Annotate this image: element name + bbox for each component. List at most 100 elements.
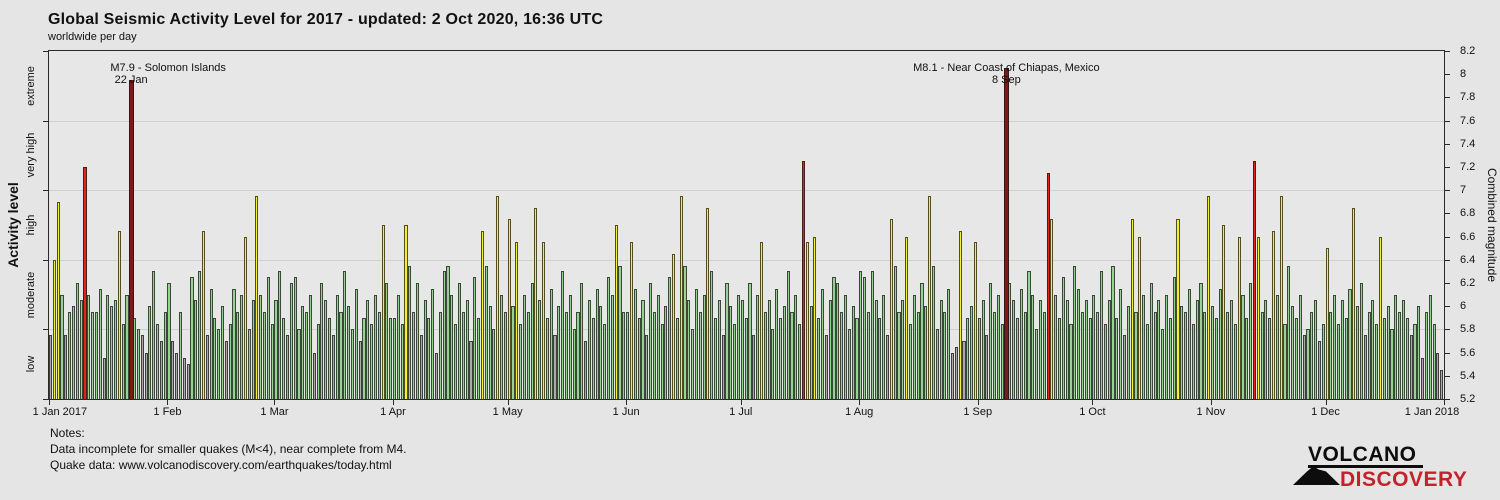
chart-title: Global Seismic Activity Level for 2017 -… (48, 11, 604, 28)
day-bar (1092, 294, 1096, 399)
magnitude-tick-label: 8.2 (1460, 45, 1476, 57)
day-bar (389, 317, 393, 399)
day-bar (1088, 317, 1092, 399)
day-bar (1356, 306, 1360, 399)
day-bar (1252, 161, 1256, 399)
day-bar (947, 288, 951, 399)
day-bar (863, 277, 867, 399)
day-bar (121, 323, 125, 399)
notes-line-1: Data incomplete for smaller quakes (M<4)… (50, 442, 407, 456)
day-bar (136, 329, 140, 399)
day-bar (1195, 300, 1199, 399)
day-bar (924, 306, 928, 399)
day-bar (465, 300, 469, 399)
day-bar (561, 271, 565, 399)
x-tick (392, 400, 394, 405)
day-bar (1233, 323, 1237, 399)
day-bar (893, 265, 897, 399)
day-bar (1283, 323, 1287, 399)
day-bar (664, 306, 668, 399)
day-bar (1103, 323, 1107, 399)
day-bar (1325, 248, 1329, 399)
day-bar (1119, 288, 1123, 399)
activity-level-label-low: low (25, 355, 37, 373)
y-right-tick (1445, 190, 1450, 192)
day-bar (1138, 236, 1142, 399)
day-bar (266, 277, 270, 399)
day-bar (270, 323, 274, 399)
day-bar (1000, 323, 1004, 399)
day-bar (714, 317, 718, 399)
day-bar (1046, 172, 1050, 399)
day-bar (1038, 300, 1042, 399)
notes-line-2: Quake data: www.volcanodiscovery.com/ear… (50, 458, 392, 472)
x-tick-label: 1 Aug (845, 406, 874, 418)
day-bar (607, 277, 611, 399)
day-bar (950, 352, 955, 399)
day-bar (1100, 271, 1104, 399)
day-bar (198, 271, 202, 399)
day-bar (305, 312, 309, 399)
day-bar (954, 346, 958, 399)
day-bar (671, 254, 676, 399)
day-bar (320, 283, 324, 399)
day-bar (687, 300, 691, 399)
day-bar (851, 306, 855, 399)
day-bar (526, 312, 530, 399)
day-bar (377, 312, 381, 399)
day-bar (1084, 300, 1088, 399)
day-bar (392, 317, 397, 399)
x-tick-label: 1 Jan 2018 (1404, 406, 1460, 418)
day-bar (1134, 312, 1138, 399)
day-bar (736, 294, 741, 399)
day-bar (339, 312, 343, 399)
day-bar (622, 312, 626, 399)
day-bar (110, 306, 114, 399)
day-bar (1302, 335, 1306, 399)
day-bar (1122, 335, 1127, 399)
day-bar (771, 329, 775, 399)
day-bar (156, 323, 160, 399)
day-bar (446, 265, 450, 399)
x-tick (859, 400, 861, 405)
day-bar (847, 329, 851, 399)
magnitude-tick-label: 7.6 (1460, 114, 1476, 127)
day-bar (587, 300, 591, 399)
day-bar (1069, 323, 1073, 399)
day-bar (1184, 312, 1188, 399)
day-bar (1226, 312, 1230, 399)
day-bar (1379, 236, 1383, 399)
magnitude-tick-label: 6.6 (1460, 230, 1476, 243)
plot-area: Activity level Combined magnitude extrem… (5, 45, 1499, 418)
magnitude-tick-label: 6.2 (1460, 277, 1476, 289)
day-bar (178, 312, 183, 399)
day-bar (431, 288, 435, 399)
day-bar (324, 300, 328, 399)
day-bar (973, 242, 977, 399)
day-bar (1386, 306, 1390, 399)
day-bar (989, 283, 993, 399)
magnitude-tick-label: 6 (1460, 300, 1467, 313)
day-bar (1382, 317, 1386, 399)
day-bar (236, 312, 240, 399)
day-bar (1344, 317, 1348, 399)
day-bar (1019, 288, 1023, 399)
y-left-tick (43, 120, 48, 122)
day-bar (610, 294, 614, 399)
day-bar (564, 312, 569, 399)
day-bar (1417, 306, 1421, 399)
day-bar (477, 317, 481, 399)
day-bar (1080, 312, 1085, 399)
day-bar (1187, 288, 1192, 399)
magnitude-tick-label: 7.2 (1460, 161, 1476, 173)
x-tick-label: 1 Jul (729, 406, 753, 418)
day-bar (576, 312, 580, 399)
day-bar (1203, 312, 1207, 399)
day-bar (1161, 329, 1165, 399)
day-bar (175, 352, 179, 399)
day-bar (1012, 300, 1016, 399)
day-bar (679, 196, 683, 399)
day-bar (920, 283, 924, 399)
day-bar (1405, 317, 1409, 399)
day-bar (224, 341, 228, 399)
